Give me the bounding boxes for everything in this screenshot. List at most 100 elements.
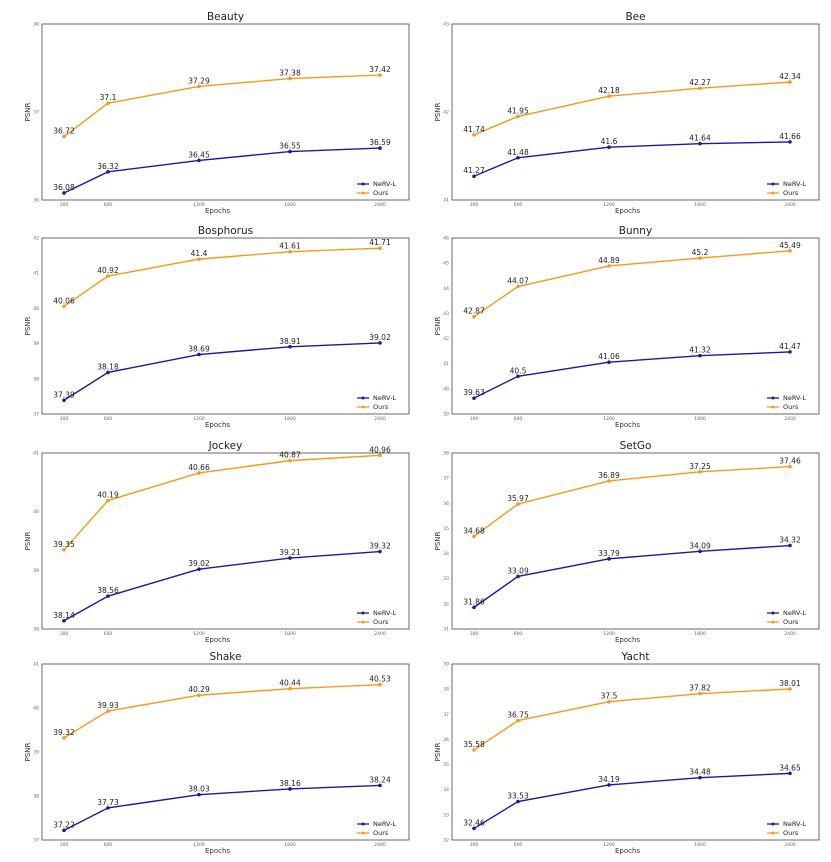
data-point-ours: [62, 304, 66, 309]
data-point-ours: [288, 458, 292, 463]
x-axis-label: Epochs: [615, 847, 640, 855]
data-label: 41.71: [369, 238, 391, 247]
legend-label: Ours: [783, 618, 799, 626]
series-line-ours: [63, 74, 381, 138]
data-label: 44.89: [598, 256, 620, 265]
data-point-ours: [472, 748, 476, 752]
y-axis-label: PSNR: [434, 102, 442, 121]
x-tick-label: 2400: [784, 842, 796, 848]
series-line-nerv: [63, 342, 381, 401]
x-tick-label: 2400: [374, 631, 386, 637]
y-tick-label: 36: [443, 501, 449, 507]
legend-label: NeRV-L: [373, 180, 396, 188]
x-tick-label: 1800: [284, 631, 296, 637]
y-tick-label: 38: [33, 22, 39, 28]
data-point-ours: [607, 264, 611, 268]
data-label: 40.96: [369, 445, 391, 454]
data-point-nerv: [378, 549, 382, 554]
y-tick-label: 39: [33, 341, 39, 347]
data-point-nerv: [62, 191, 66, 195]
data-point-nerv: [472, 605, 476, 610]
x-axis-label: Epochs: [615, 421, 640, 429]
y-tick-label: 34: [443, 551, 449, 557]
data-label: 40.53: [369, 675, 391, 684]
y-tick-label: 37: [33, 838, 39, 844]
data-point-ours: [788, 464, 792, 469]
data-point-nerv: [106, 370, 110, 375]
data-label: 36.72: [53, 127, 75, 136]
y-axis-label: PSNR: [24, 531, 32, 550]
chart-title: Bosphorus: [198, 225, 253, 237]
legend-label: Ours: [783, 829, 799, 837]
legend-label: NeRV-L: [783, 609, 806, 617]
y-tick-label: 43: [443, 22, 449, 28]
data-label: 33.79: [598, 549, 620, 558]
y-tick-label: 42: [443, 336, 449, 342]
x-tick-label: 1800: [284, 202, 296, 208]
chart-svg: Bee 300 600 1200 1800 2400 41 42 43 Epochs PSNR 41.…: [434, 11, 820, 215]
y-tick-label: 33: [443, 576, 449, 582]
data-label: 41.48: [507, 148, 529, 157]
series-line-nerv: [473, 772, 791, 830]
data-label: 41.47: [779, 342, 801, 351]
data-point-ours: [516, 284, 520, 289]
x-axis-label: Epochs: [205, 636, 230, 644]
data-point-ours: [698, 256, 702, 260]
y-tick-label: 33: [443, 812, 449, 818]
data-label: 37.25: [689, 462, 711, 471]
data-label: 37.73: [97, 798, 119, 807]
data-label: 37.29: [188, 76, 210, 85]
data-point-nerv: [516, 155, 520, 160]
y-tick-label: 34: [443, 787, 449, 793]
data-label: 42.87: [463, 307, 485, 316]
chart-title: Jockey: [208, 440, 243, 452]
x-tick-label: 600: [514, 202, 523, 208]
y-tick-label: 38: [443, 451, 449, 457]
data-label: 38.03: [188, 785, 210, 794]
legend-marker-nerv: [771, 822, 775, 826]
x-tick-label: 1200: [193, 202, 205, 208]
data-label: 41.95: [507, 106, 529, 115]
data-label: 37.82: [689, 684, 711, 693]
data-label: 45.49: [779, 241, 801, 250]
legend-label: NeRV-L: [783, 394, 806, 402]
series-line-ours: [63, 247, 381, 307]
data-point-nerv: [472, 174, 476, 179]
data-label: 42.18: [598, 86, 620, 95]
data-point-nerv: [378, 341, 382, 345]
data-point-nerv: [698, 141, 702, 146]
data-label: 42.34: [779, 72, 801, 81]
data-label: 37.22: [53, 820, 75, 829]
y-tick-label: 41: [33, 662, 39, 668]
y-tick-label: 37: [443, 476, 449, 482]
data-label: 36.45: [188, 150, 210, 159]
data-point-ours: [516, 718, 520, 723]
x-tick-label: 1200: [603, 842, 615, 848]
legend-label: NeRV-L: [783, 180, 806, 188]
data-label: 35.58: [463, 740, 485, 749]
data-label: 38.91: [279, 337, 301, 346]
x-tick-label: 600: [104, 631, 113, 637]
data-point-nerv: [288, 556, 292, 560]
y-tick-label: 40: [443, 386, 449, 392]
data-point-nerv: [106, 594, 110, 598]
data-label: 39.02: [188, 559, 210, 568]
data-point-nerv: [516, 799, 520, 804]
data-point-nerv: [288, 149, 292, 154]
legend-label: Ours: [373, 189, 389, 197]
data-point-nerv: [62, 398, 66, 403]
data-label: 39.32: [53, 728, 75, 737]
data-label: 34.19: [598, 775, 620, 784]
data-label: 34.09: [689, 541, 711, 550]
data-point-nerv: [788, 771, 792, 776]
data-point-ours: [106, 274, 110, 278]
y-tick-label: 40: [33, 306, 39, 312]
data-label: 40.5: [510, 366, 527, 375]
x-tick-label: 2400: [784, 416, 796, 422]
data-point-nerv: [197, 352, 201, 357]
y-tick-label: 37: [33, 412, 39, 418]
legend-label: Ours: [373, 618, 389, 626]
y-tick-label: 37: [33, 110, 39, 116]
